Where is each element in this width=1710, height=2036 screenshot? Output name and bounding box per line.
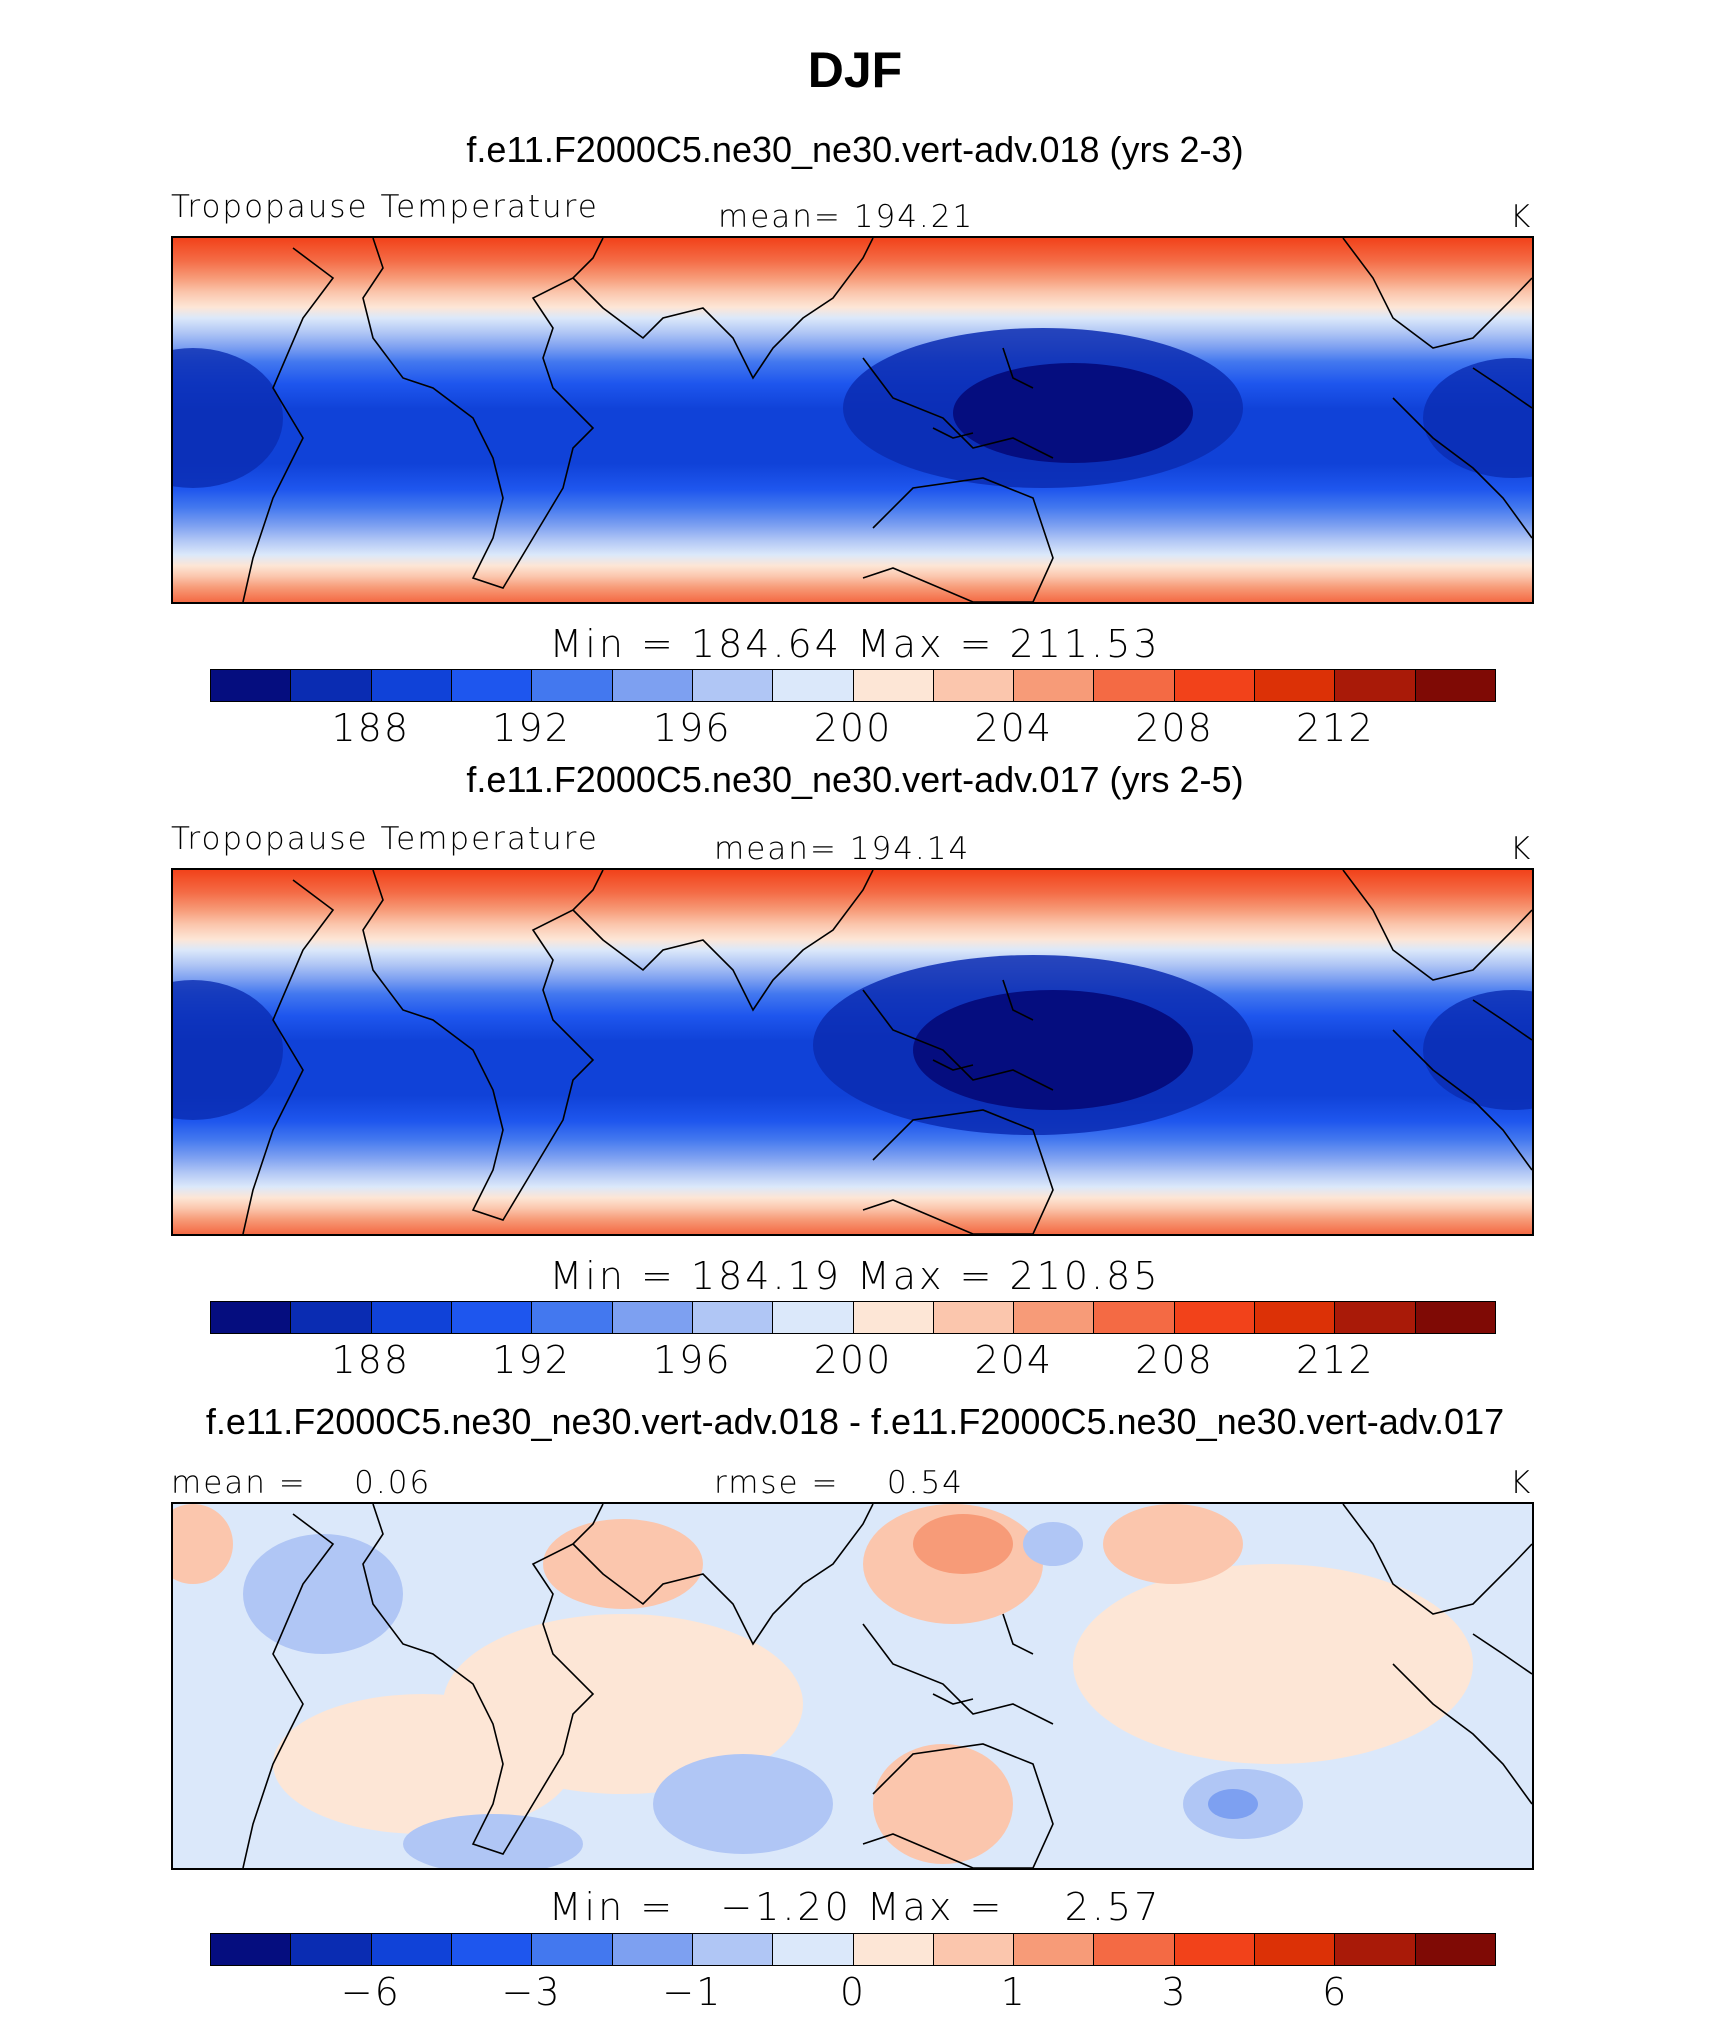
colorbar-tick-label: 188 [331, 1338, 411, 1382]
colorbar-swatch [532, 1302, 613, 1333]
colorbar-tick-label: −3 [501, 1970, 562, 2014]
panel-1-title: f.e11.F2000C5.ne30_ne30.vert-adv.018 (yr… [466, 129, 1244, 170]
colorbar-swatch [692, 1302, 774, 1333]
colorbar-swatch [612, 1302, 693, 1333]
panel-2-map [171, 868, 1534, 1236]
colorbar-swatch [291, 670, 372, 701]
colorbar-swatch [773, 1302, 854, 1333]
colorbar-tick-label: 0 [839, 1970, 867, 2014]
colorbar-swatch [451, 670, 533, 701]
colorbar-tick-label: 188 [331, 706, 411, 750]
figure-title: DJF [807, 42, 903, 98]
colorbar-swatch [692, 670, 774, 701]
colorbar-swatch [1335, 670, 1416, 701]
panel-3-mean-label: mean = 0.06 [171, 1465, 432, 1501]
colorbar-tick-label: 6 [1322, 1970, 1349, 2014]
colorbar-swatch [933, 1302, 1015, 1333]
colorbar-tick-label: 204 [974, 1338, 1054, 1382]
colorbar-swatch [211, 1302, 292, 1333]
colorbar-swatch [451, 1934, 533, 1965]
colorbar-swatch [1415, 1934, 1495, 1965]
colorbar-tick-label: 200 [813, 1338, 893, 1382]
colorbar-swatch [773, 670, 854, 701]
colorbar-swatch [1094, 1934, 1175, 1965]
colorbar-tick-label: 204 [974, 706, 1054, 750]
colorbar-swatch [371, 670, 452, 701]
colorbar-swatch [853, 1302, 934, 1333]
colorbar-tick-label: 208 [1135, 706, 1214, 750]
colorbar-swatch [371, 1934, 452, 1965]
colorbar-tick-label: 3 [1161, 1970, 1188, 2014]
colorbar-swatch [1335, 1302, 1416, 1333]
colorbar-swatch [1174, 1302, 1256, 1333]
colorbar-swatch [291, 1934, 372, 1965]
colorbar-swatch [1335, 1934, 1416, 1965]
colorbar-swatch [1014, 1934, 1095, 1965]
colorbar-swatch [1094, 670, 1175, 701]
colorbar-swatch [773, 1934, 854, 1965]
colorbar-swatch [451, 1302, 533, 1333]
colorbar-tick-label: 200 [813, 706, 893, 750]
colorbar-swatch [1174, 670, 1256, 701]
panel-3-units-label: K [1510, 1465, 1533, 1501]
panel-2-minmax: Min = 184.19 Max = 210.85 [549, 1254, 1161, 1298]
panel-3-map [171, 1502, 1534, 1870]
colorbar-swatch [291, 1302, 372, 1333]
colorbar-swatch [692, 1934, 774, 1965]
colorbar-swatch [211, 670, 292, 701]
colorbar-tick-label: 196 [652, 1338, 732, 1382]
colorbar-swatch [1255, 670, 1336, 701]
colorbar-tick-label: 212 [1295, 706, 1375, 750]
colorbar-swatch [1415, 670, 1495, 701]
panel-2-mean-label: mean= 194.14 [714, 831, 971, 867]
colorbar-swatch [612, 1934, 693, 1965]
panel-1-map [171, 236, 1534, 604]
colorbar-swatch [1094, 1302, 1175, 1333]
colorbar-tick-label: 196 [652, 706, 732, 750]
panel-3-rmse-label: rmse = 0.54 [714, 1465, 964, 1501]
colorbar-swatch [532, 670, 613, 701]
panel-1-colorbar [210, 669, 1496, 702]
colorbar-swatch [1174, 1934, 1256, 1965]
colorbar-swatch [853, 670, 934, 701]
colorbar-tick-label: 208 [1135, 1338, 1214, 1382]
panel-1-mean-label: mean= 194.21 [718, 199, 975, 235]
colorbar-swatch [933, 670, 1015, 701]
panel-2-variable-label: Tropopause Temperature [171, 821, 599, 857]
colorbar-swatch [1014, 1302, 1095, 1333]
colorbar-swatch [853, 1934, 934, 1965]
colorbar-swatch [371, 1302, 452, 1333]
colorbar-swatch [1415, 1302, 1495, 1333]
colorbar-swatch [1014, 670, 1095, 701]
colorbar-tick-label: 212 [1295, 1338, 1375, 1382]
panel-2-title: f.e11.F2000C5.ne30_ne30.vert-adv.017 (yr… [466, 759, 1244, 800]
colorbar-tick-label: −6 [340, 1970, 401, 2014]
colorbar-swatch [1255, 1934, 1336, 1965]
colorbar-swatch [1255, 1302, 1336, 1333]
colorbar-swatch [933, 1934, 1015, 1965]
colorbar-swatch [612, 670, 693, 701]
panel-3-colorbar [210, 1933, 1496, 1966]
colorbar-swatch [211, 1934, 292, 1965]
colorbar-tick-label: −1 [662, 1970, 723, 2014]
colorbar-tick-label: 1 [1000, 1970, 1027, 2014]
panel-2-units-label: K [1510, 831, 1533, 867]
panel-3-minmax: Min = −1.20 Max = 2.57 [548, 1885, 1162, 1929]
panel-1-minmax: Min = 184.64 Max = 211.53 [549, 622, 1161, 666]
panel-1-variable-label: Tropopause Temperature [171, 189, 599, 225]
panel-2-colorbar [210, 1301, 1496, 1334]
colorbar-tick-label: 192 [492, 706, 571, 750]
colorbar-swatch [532, 1934, 613, 1965]
panel-1-units-label: K [1510, 199, 1533, 235]
panel-3-title: f.e11.F2000C5.ne30_ne30.vert-adv.018 - f… [205, 1401, 1505, 1442]
colorbar-tick-label: 192 [492, 1338, 571, 1382]
